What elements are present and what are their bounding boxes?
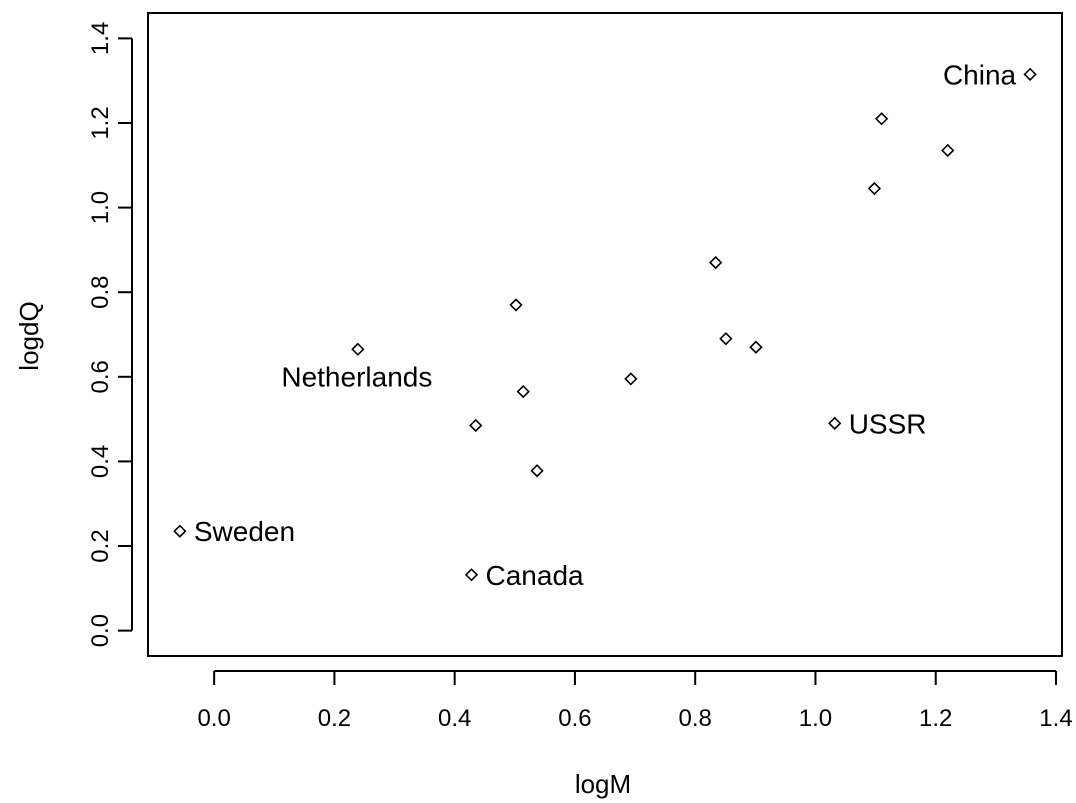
data-point bbox=[1023, 67, 1037, 81]
y-tick-label: 0.4 bbox=[87, 445, 114, 478]
y-tick-label: 0.2 bbox=[87, 529, 114, 562]
data-point bbox=[624, 372, 638, 386]
x-tick-label: 0.8 bbox=[679, 705, 712, 732]
data-point bbox=[828, 416, 842, 430]
data-points bbox=[173, 67, 1037, 582]
x-tick-label: 0.4 bbox=[438, 705, 471, 732]
data-point bbox=[351, 342, 365, 356]
point-label: China bbox=[943, 59, 1017, 90]
plot-frame bbox=[147, 12, 1063, 657]
data-point bbox=[530, 464, 544, 478]
data-point bbox=[464, 568, 479, 582]
data-point bbox=[867, 181, 882, 196]
point-label: USSR bbox=[849, 408, 927, 439]
y-tick-label: 0.0 bbox=[87, 614, 114, 647]
x-tick-label: 1.2 bbox=[919, 705, 952, 732]
y-axis-title: logdQ bbox=[14, 301, 44, 370]
data-point bbox=[509, 298, 523, 312]
x-tick-label: 1.4 bbox=[1039, 705, 1072, 732]
x-axis-title: logM bbox=[575, 769, 631, 799]
y-tick-label: 0.6 bbox=[87, 360, 114, 393]
point-label: Canada bbox=[486, 560, 585, 591]
data-point bbox=[719, 332, 733, 346]
point-labels: China Netherlands USSR Sweden Canada bbox=[194, 59, 1017, 590]
data-point bbox=[469, 418, 483, 433]
x-tick-label: 0.2 bbox=[318, 705, 351, 732]
data-point bbox=[941, 143, 955, 158]
data-point bbox=[874, 112, 889, 126]
y-tick-label: 1.2 bbox=[87, 106, 114, 139]
x-tick-label: 0.0 bbox=[197, 705, 230, 732]
point-label: Netherlands bbox=[281, 361, 432, 392]
x-tick-label: 1.0 bbox=[799, 705, 832, 732]
x-tick-label: 0.6 bbox=[558, 705, 591, 732]
y-tick-label: 1.4 bbox=[87, 22, 114, 55]
data-point bbox=[516, 384, 530, 399]
data-point bbox=[173, 524, 187, 538]
y-tick-label: 0.8 bbox=[87, 276, 114, 309]
y-axis: 0.0 0.2 0.4 0.6 0.8 1.0 1.2 1.4 bbox=[87, 22, 133, 647]
point-label: Sweden bbox=[194, 516, 295, 547]
x-axis: 0.0 0.2 0.4 0.6 0.8 1.0 1.2 1.4 bbox=[197, 670, 1073, 732]
data-point bbox=[749, 340, 763, 354]
y-tick-label: 1.0 bbox=[87, 191, 114, 224]
data-point bbox=[709, 255, 723, 270]
